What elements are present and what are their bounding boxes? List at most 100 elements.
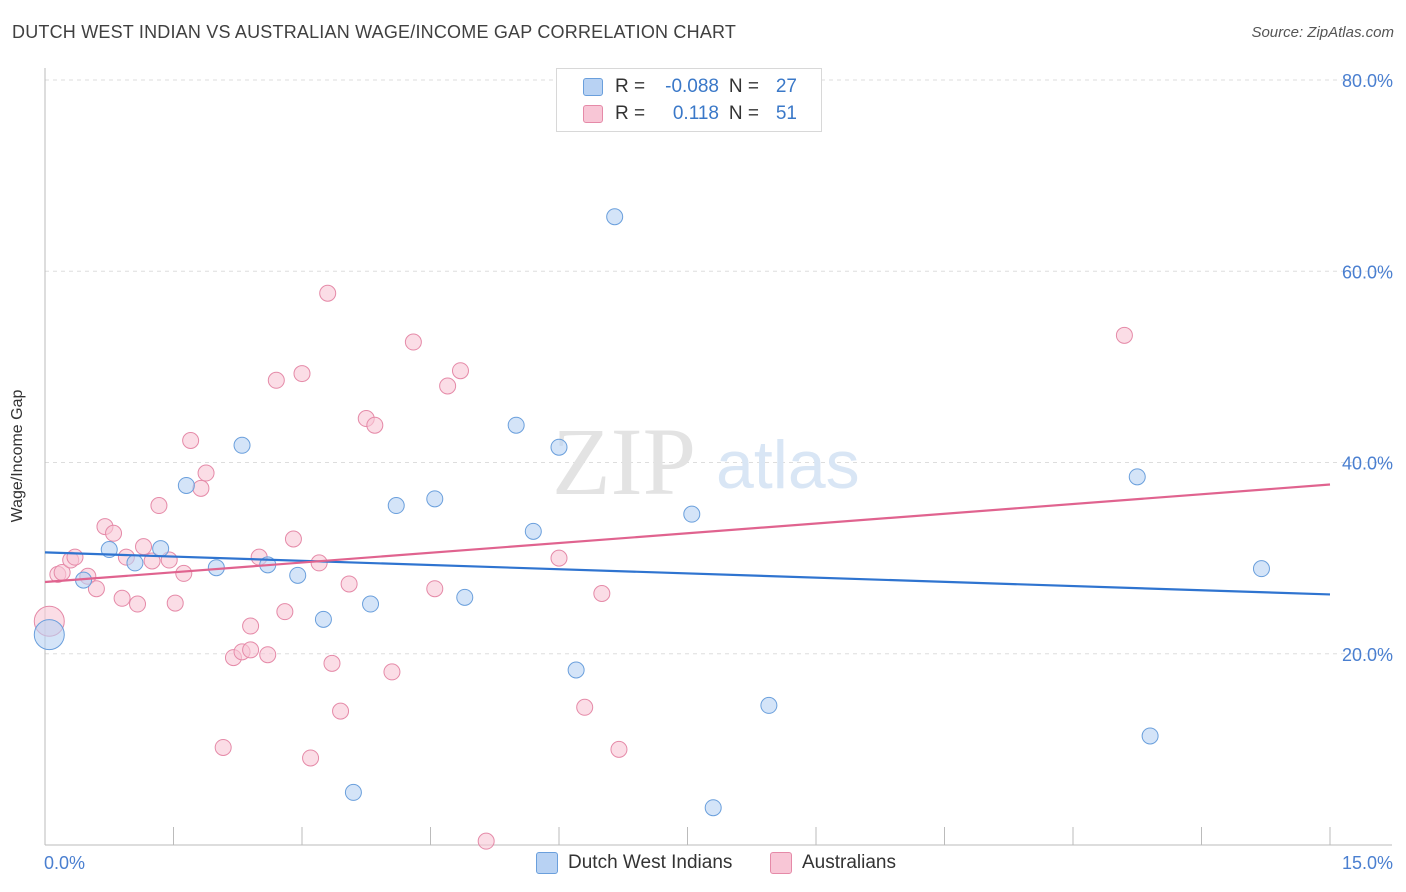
australians-point [550, 549, 568, 567]
dutch-west-indians-point [289, 566, 307, 584]
australians-point [319, 284, 337, 302]
legend-r-value: 0.118 [672, 103, 719, 124]
dutch-west-indians-point [426, 490, 444, 508]
australians-point [197, 464, 215, 482]
legend-n-value: 27 [775, 76, 797, 97]
australians-point [439, 377, 457, 395]
australians-point [323, 654, 341, 672]
series-swatch-pink [770, 852, 792, 874]
series-legend: Dutch West Indians Australians [0, 852, 1406, 876]
legend-r-label: R = [615, 76, 646, 97]
dutch-west-indians-point [152, 540, 170, 558]
watermark-zip: ZIP [552, 408, 696, 515]
legend-row-dutch-west-indians: R = -0.088 N = 27 [583, 75, 797, 99]
australians-point [259, 646, 277, 664]
y-tick-label: 60.0% [1342, 262, 1393, 282]
australians-point [610, 740, 628, 758]
australians-point [340, 575, 358, 593]
australians-point [1115, 326, 1133, 344]
axes [44, 68, 1392, 846]
australians-point [284, 530, 302, 548]
australians-points [33, 284, 1133, 850]
australians-point [192, 479, 210, 497]
dutch-west-indians-point [683, 505, 701, 523]
dutch-west-indians-point [33, 619, 65, 651]
legend-n-label: N = [728, 103, 759, 124]
australians-point [113, 589, 131, 607]
dutch-west-indians-point [704, 799, 722, 817]
australians-point [182, 432, 200, 450]
australians-point [383, 663, 401, 681]
dutch-west-indians-point [387, 497, 405, 515]
dutch-west-indians-point [567, 661, 585, 679]
y-tick-label: 80.0% [1342, 71, 1393, 91]
dutch-west-indians-point [760, 696, 778, 714]
dutch-west-indians-point [550, 438, 568, 456]
australians-point [105, 524, 123, 542]
australians-point [451, 362, 469, 380]
correlation-legend: R = -0.088 N = 27 R = 0.118 N = 51 [556, 68, 822, 132]
australians-point [293, 365, 311, 383]
legend-swatch-pink [583, 105, 603, 123]
series-label: Dutch West Indians [568, 852, 733, 873]
dutch-west-indians-point [177, 476, 195, 494]
x-tick-label: 15.0% [1342, 853, 1393, 873]
australians-point [150, 497, 168, 515]
australians-point [242, 641, 260, 659]
dutch-west-indians-point [1141, 727, 1159, 745]
dutch-west-indians-point [606, 208, 624, 226]
legend-n-value: 51 [775, 103, 797, 124]
legend-row-australians: R = 0.118 N = 51 [583, 102, 797, 126]
dutch-west-indians-point [456, 588, 474, 606]
australians-point [332, 702, 350, 720]
series-swatch-blue [536, 852, 558, 874]
australians-point [477, 832, 495, 850]
australians-point [242, 617, 260, 635]
legend-r-value: -0.088 [665, 76, 719, 97]
australians-point [366, 416, 384, 434]
australians-point [166, 594, 184, 612]
legend-n-label: N = [728, 76, 759, 97]
dutch-west-indians-point [524, 522, 542, 540]
dutch-west-indians-points [33, 208, 1270, 817]
dutch-west-indians-point [507, 416, 525, 434]
watermark: ZIP atlas [552, 408, 860, 515]
x-tick-label: 0.0% [44, 853, 85, 873]
dutch-west-indians-point [1252, 560, 1270, 578]
australians-point [135, 538, 153, 556]
australians-point [593, 585, 611, 603]
dutch-west-indians-point [314, 610, 332, 628]
dutch-west-indians-point [233, 436, 251, 454]
series-label: Australians [802, 852, 896, 873]
y-tick-label: 20.0% [1342, 645, 1393, 665]
dutch-west-indians-point [126, 554, 144, 572]
source-credit: Source: ZipAtlas.com [1251, 24, 1394, 41]
dutch-west-indians-trend-line [44, 551, 1331, 596]
australians-point [426, 580, 444, 598]
y-tick-label: 40.0% [1342, 454, 1393, 474]
tick-labels: 20.0% 40.0% 60.0% 80.0% 0.0% 15.0% [44, 71, 1393, 873]
dutch-west-indians-point [362, 595, 380, 613]
australians-trend-line [44, 483, 1331, 584]
legend-r-label: R = [615, 103, 646, 124]
australians-point [404, 333, 422, 351]
australians-point [302, 749, 320, 767]
australians-point [576, 698, 594, 716]
australians-point [87, 580, 105, 598]
australians-point [267, 371, 285, 389]
australians-point [129, 595, 147, 613]
dutch-west-indians-point [1128, 468, 1146, 486]
australians-point [66, 548, 84, 566]
legend-swatch-blue [583, 78, 603, 96]
chart-title: DUTCH WEST INDIAN VS AUSTRALIAN WAGE/INC… [12, 22, 737, 42]
dutch-west-indians-point [344, 783, 362, 801]
australians-point [276, 603, 294, 621]
watermark-atlas: atlas [716, 427, 860, 503]
series-legend-australians[interactable]: Australians [770, 852, 896, 874]
australians-point [175, 564, 193, 582]
trend-lines [44, 483, 1331, 596]
australians-point [214, 738, 232, 756]
series-legend-dutch-west-indians[interactable]: Dutch West Indians [536, 852, 732, 874]
australians-point [310, 554, 328, 572]
